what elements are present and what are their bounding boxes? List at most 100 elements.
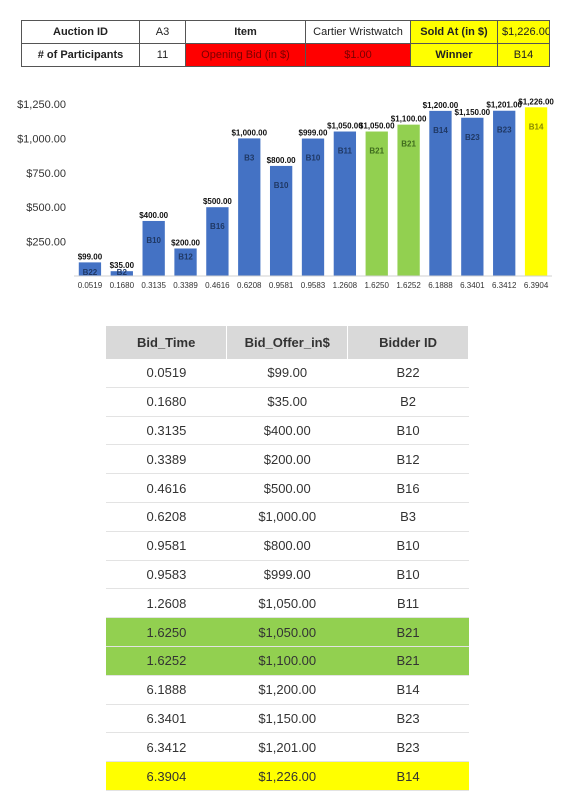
bids-header-row: Bid_Time Bid_Offer_in$ Bidder ID (106, 326, 469, 359)
data-label: $1,200.00 (423, 101, 459, 110)
bar (461, 117, 484, 276)
bar-bidder-label: B16 (210, 222, 225, 231)
bid-offer-cell: $1,201.00 (226, 732, 348, 763)
participants-value: 11 (139, 43, 186, 67)
bid-time-cell: 6.3412 (106, 732, 227, 763)
bid-time-cell: 0.3135 (106, 416, 227, 446)
bar (333, 131, 357, 276)
y-axis: $250.00 $500.00 $750.00 $1,000.00 $1,250.00 (17, 99, 66, 249)
item-label: Item (185, 20, 306, 44)
bidder-id-cell: B2 (347, 387, 469, 417)
bidder-id-cell: B10 (347, 416, 469, 446)
bidder-id-cell: B10 (347, 531, 469, 561)
bar (238, 138, 261, 276)
x-tick-label: 0.6208 (237, 281, 262, 290)
data-label: $1,000.00 (231, 128, 267, 137)
data-label: $500.00 (203, 197, 232, 206)
table-row: 1.6252 $1,100.00 B21 (106, 646, 469, 676)
bid-offer-cell: $999.00 (226, 560, 348, 590)
bid-time-cell: 0.4616 (106, 473, 227, 503)
data-label: $1,226.00 (518, 97, 554, 106)
bar (269, 165, 293, 276)
bar-bidder-label: B21 (401, 140, 416, 149)
bid-time-cell: 1.2608 (106, 588, 227, 619)
bar (429, 110, 452, 276)
bid-time-cell: 6.3401 (106, 704, 227, 734)
bar-bidder-label: B14 (433, 126, 448, 135)
bid-time-cell: 0.0519 (106, 359, 227, 388)
bid-offer-cell: $1,050.00 (226, 588, 348, 619)
opening-bid-value: $1.00 (305, 43, 411, 67)
table-row: 1.6250 $1,050.00 B21 (106, 617, 469, 647)
bar (301, 138, 325, 276)
bar (110, 271, 133, 276)
bidder-id-cell: B14 (347, 675, 469, 705)
bid-offer-cell: $1,000.00 (226, 502, 348, 532)
bar (206, 207, 229, 276)
table-row: 0.3389 $200.00 B12 (106, 444, 469, 475)
header-bidder-id: Bidder ID (347, 326, 469, 359)
bid-time-cell: 1.6252 (106, 646, 227, 676)
sold-at-label: Sold At (in $) (410, 20, 498, 44)
x-tick-label: 0.3389 (173, 281, 198, 290)
data-label: $1,201.00 (486, 101, 522, 110)
y-tick-label: $250.00 (26, 237, 66, 249)
x-tick-label: 0.9583 (301, 281, 326, 290)
bidder-id-cell: B12 (347, 444, 469, 475)
bar-bidder-label: B10 (306, 154, 321, 163)
table-row: 0.1680 $35.00 B2 (106, 387, 469, 417)
bid-time-cell: 0.9581 (106, 531, 227, 561)
bar (78, 262, 102, 276)
x-tick-label: 0.1680 (110, 281, 135, 290)
bid-time-cell: 0.3389 (106, 444, 227, 475)
bar-bidder-label: B14 (529, 122, 544, 131)
bidder-id-cell: B3 (347, 502, 469, 532)
bidder-id-cell: B10 (347, 560, 469, 590)
bar (365, 131, 388, 276)
y-tick-label: $500.00 (26, 202, 66, 214)
data-label: $1,050.00 (359, 122, 395, 131)
bid-offers-bar-chart: $250.00$500.00$750.00$1,000.00$1,250.00 … (17, 97, 555, 290)
table-row: 1.2608 $1,050.00 B11 (106, 588, 469, 619)
bid-time-cell: 6.3904 (106, 761, 227, 791)
bid-offer-cell: $200.00 (226, 444, 348, 475)
summary-row-1: Auction ID A3 Item Cartier Wristwatch So… (21, 20, 550, 44)
bidder-id-cell: B22 (347, 359, 469, 388)
bar-bidder-label: B10 (146, 236, 161, 245)
table-row: 0.6208 $1,000.00 B3 (106, 502, 469, 532)
bid-time-cell: 0.1680 (106, 387, 227, 417)
summary-row-2: # of Participants 11 Opening Bid (in $) … (21, 43, 550, 67)
table-row: 6.3412 $1,201.00 B23 (106, 732, 469, 763)
x-tick-label: 1.2608 (333, 281, 358, 290)
bar (174, 248, 197, 276)
bar-bidder-label: B23 (465, 133, 480, 142)
bar (493, 110, 516, 276)
bid-offer-cell: $1,100.00 (226, 646, 348, 676)
auction-id-label: Auction ID (21, 20, 140, 44)
x-tick-label: 0.9581 (269, 281, 294, 290)
table-row: 0.9581 $800.00 B10 (106, 531, 469, 561)
data-label: $800.00 (267, 156, 296, 165)
bids-body: 0.0519 $99.00 B22 0.1680 $35.00 B2 0.3135 $400.… (106, 359, 469, 791)
auction-id-value: A3 (139, 20, 186, 44)
x-tick-label: 1.6252 (396, 281, 421, 290)
bid-time-cell: 6.1888 (106, 675, 227, 705)
bid-time-cell: 0.9583 (106, 560, 227, 590)
winner-value: B14 (497, 43, 550, 67)
y-tick-label: $1,250.00 (17, 99, 66, 111)
auction-summary-table: Auction ID A3 Item Cartier Wristwatch So… (21, 20, 550, 67)
bidder-id-cell: B21 (347, 617, 469, 647)
x-axis: 0.0519 0.1680 0.3135 0.3389 0.4616 0.6208 0.95… (78, 281, 549, 290)
bidder-id-cell: B21 (347, 646, 469, 676)
table-row: 6.3401 $1,150.00 B23 (106, 704, 469, 734)
sold-at-value: $1,226.00 (497, 20, 550, 44)
y-tick-label: $750.00 (26, 168, 66, 180)
x-tick-label: 6.3401 (460, 281, 485, 290)
data-label: $999.00 (299, 129, 328, 138)
bar (142, 220, 165, 276)
x-tick-label: 6.3904 (524, 281, 549, 290)
header-bid-offer: Bid_Offer_in$ (226, 326, 349, 359)
x-tick-label: 0.0519 (78, 281, 103, 290)
item-value: Cartier Wristwatch (305, 20, 411, 44)
